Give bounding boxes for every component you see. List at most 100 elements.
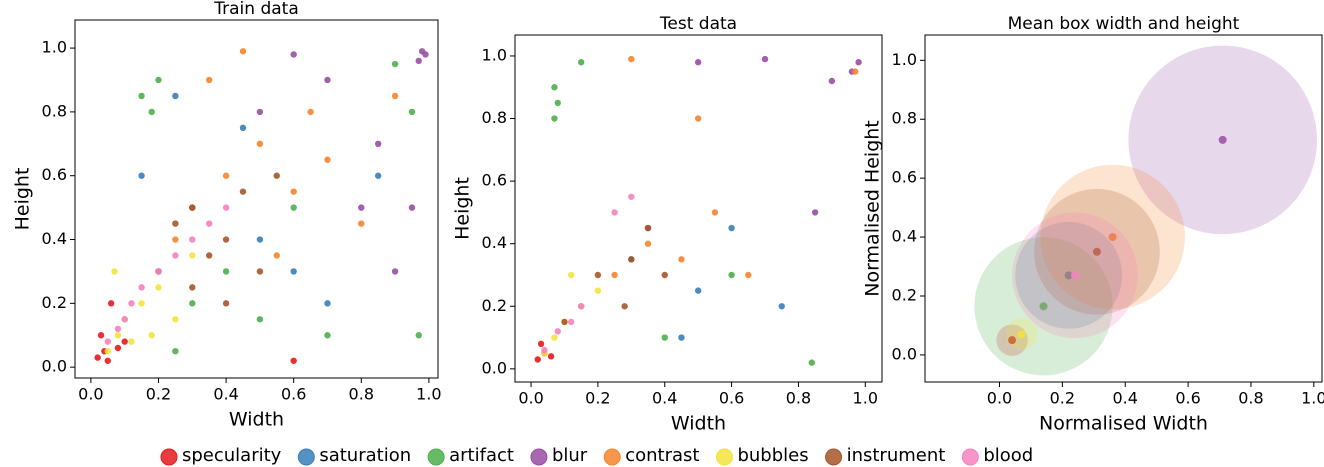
point: [852, 68, 859, 75]
point: [628, 55, 635, 63]
y-tick-label: 0.2: [42, 293, 67, 312]
y-tick-label: 1.0: [482, 45, 507, 64]
point: [114, 325, 122, 333]
point: [611, 271, 618, 279]
legend-marker: [427, 448, 445, 466]
point: [358, 204, 365, 211]
point: [547, 353, 555, 360]
point: [728, 271, 735, 279]
bubble-center: [1218, 135, 1227, 144]
point: [628, 256, 635, 263]
point: [189, 204, 196, 211]
point: [551, 334, 558, 341]
point: [114, 344, 122, 352]
point: [222, 204, 230, 211]
bubble-center: [1064, 271, 1073, 280]
point: [594, 287, 602, 294]
point: [256, 236, 264, 243]
point: [172, 236, 179, 243]
point: [324, 332, 331, 339]
point: [554, 99, 561, 107]
point: [374, 140, 382, 148]
point: [222, 268, 230, 275]
point: [155, 76, 162, 84]
point: [97, 332, 105, 339]
legend-marker: [160, 448, 178, 466]
y-tick-label: 0.6: [482, 171, 507, 190]
point: [561, 318, 568, 326]
y-axis-label: Height: [452, 177, 474, 240]
x-tick-label: 0.8: [786, 389, 811, 408]
legend-marker: [603, 448, 621, 466]
point: [290, 51, 297, 58]
point: [239, 48, 247, 55]
point: [104, 347, 111, 355]
marks: [94, 48, 429, 364]
point: [273, 172, 280, 179]
legend-label: contrast: [625, 445, 699, 466]
marks: [534, 55, 862, 366]
x-tick-label: 0.2: [1050, 389, 1075, 408]
point: [644, 224, 652, 232]
legend-marker: [961, 448, 979, 466]
point: [138, 284, 145, 291]
point: [408, 204, 416, 211]
bubble-center: [1092, 247, 1101, 256]
point: [155, 268, 162, 275]
x-tick-label: 0.0: [518, 389, 543, 408]
axes-frame: [74, 19, 439, 379]
axes-frame: [514, 34, 883, 383]
point: [121, 338, 128, 345]
axes-frame: [924, 34, 1323, 383]
point: [148, 332, 155, 339]
point: [172, 347, 179, 355]
point: [391, 92, 399, 100]
legend-label: specularity: [182, 445, 282, 466]
x-axis-label: Normalised Width: [1039, 413, 1208, 435]
bubble-center: [1008, 336, 1017, 345]
point: [155, 284, 162, 291]
chart-title: Mean box width and height: [1008, 14, 1240, 34]
point: [594, 271, 602, 279]
x-tick-label: 0.4: [1113, 389, 1138, 408]
y-tick-label: 0.0: [892, 344, 917, 363]
point: [256, 268, 264, 275]
point: [621, 303, 628, 310]
point: [537, 340, 545, 348]
x-tick-label: 0.8: [1238, 389, 1263, 408]
bubble-center: [1070, 271, 1079, 280]
point: [138, 172, 145, 179]
point: [172, 252, 179, 259]
point: [694, 115, 702, 122]
point: [567, 318, 575, 326]
point: [678, 334, 685, 341]
y-tick-label: 0.8: [892, 109, 917, 128]
point: [256, 316, 264, 323]
point: [422, 51, 429, 58]
point: [290, 204, 297, 211]
y-tick-label: 1.0: [42, 38, 67, 57]
point: [811, 209, 819, 216]
y-tick-label: 0.8: [42, 101, 67, 120]
point: [138, 92, 145, 100]
y-tick-label: 0.2: [482, 296, 507, 315]
point: [644, 240, 652, 247]
x-tick-label: 0.4: [213, 385, 238, 404]
point: [290, 357, 297, 364]
point: [415, 57, 422, 65]
point: [534, 356, 541, 363]
legend-label: instrument: [847, 445, 946, 466]
point: [114, 332, 122, 339]
point: [189, 284, 196, 291]
y-tick-label: 0.6: [42, 165, 67, 184]
point: [189, 300, 196, 307]
legend-label: blur: [552, 445, 588, 466]
y-tick-label: 0.4: [42, 229, 67, 248]
y-axis-label: Normalised Height: [862, 120, 884, 297]
point: [711, 209, 719, 216]
y-tick-label: 0.4: [892, 227, 917, 246]
point: [391, 60, 399, 68]
point: [121, 316, 128, 323]
